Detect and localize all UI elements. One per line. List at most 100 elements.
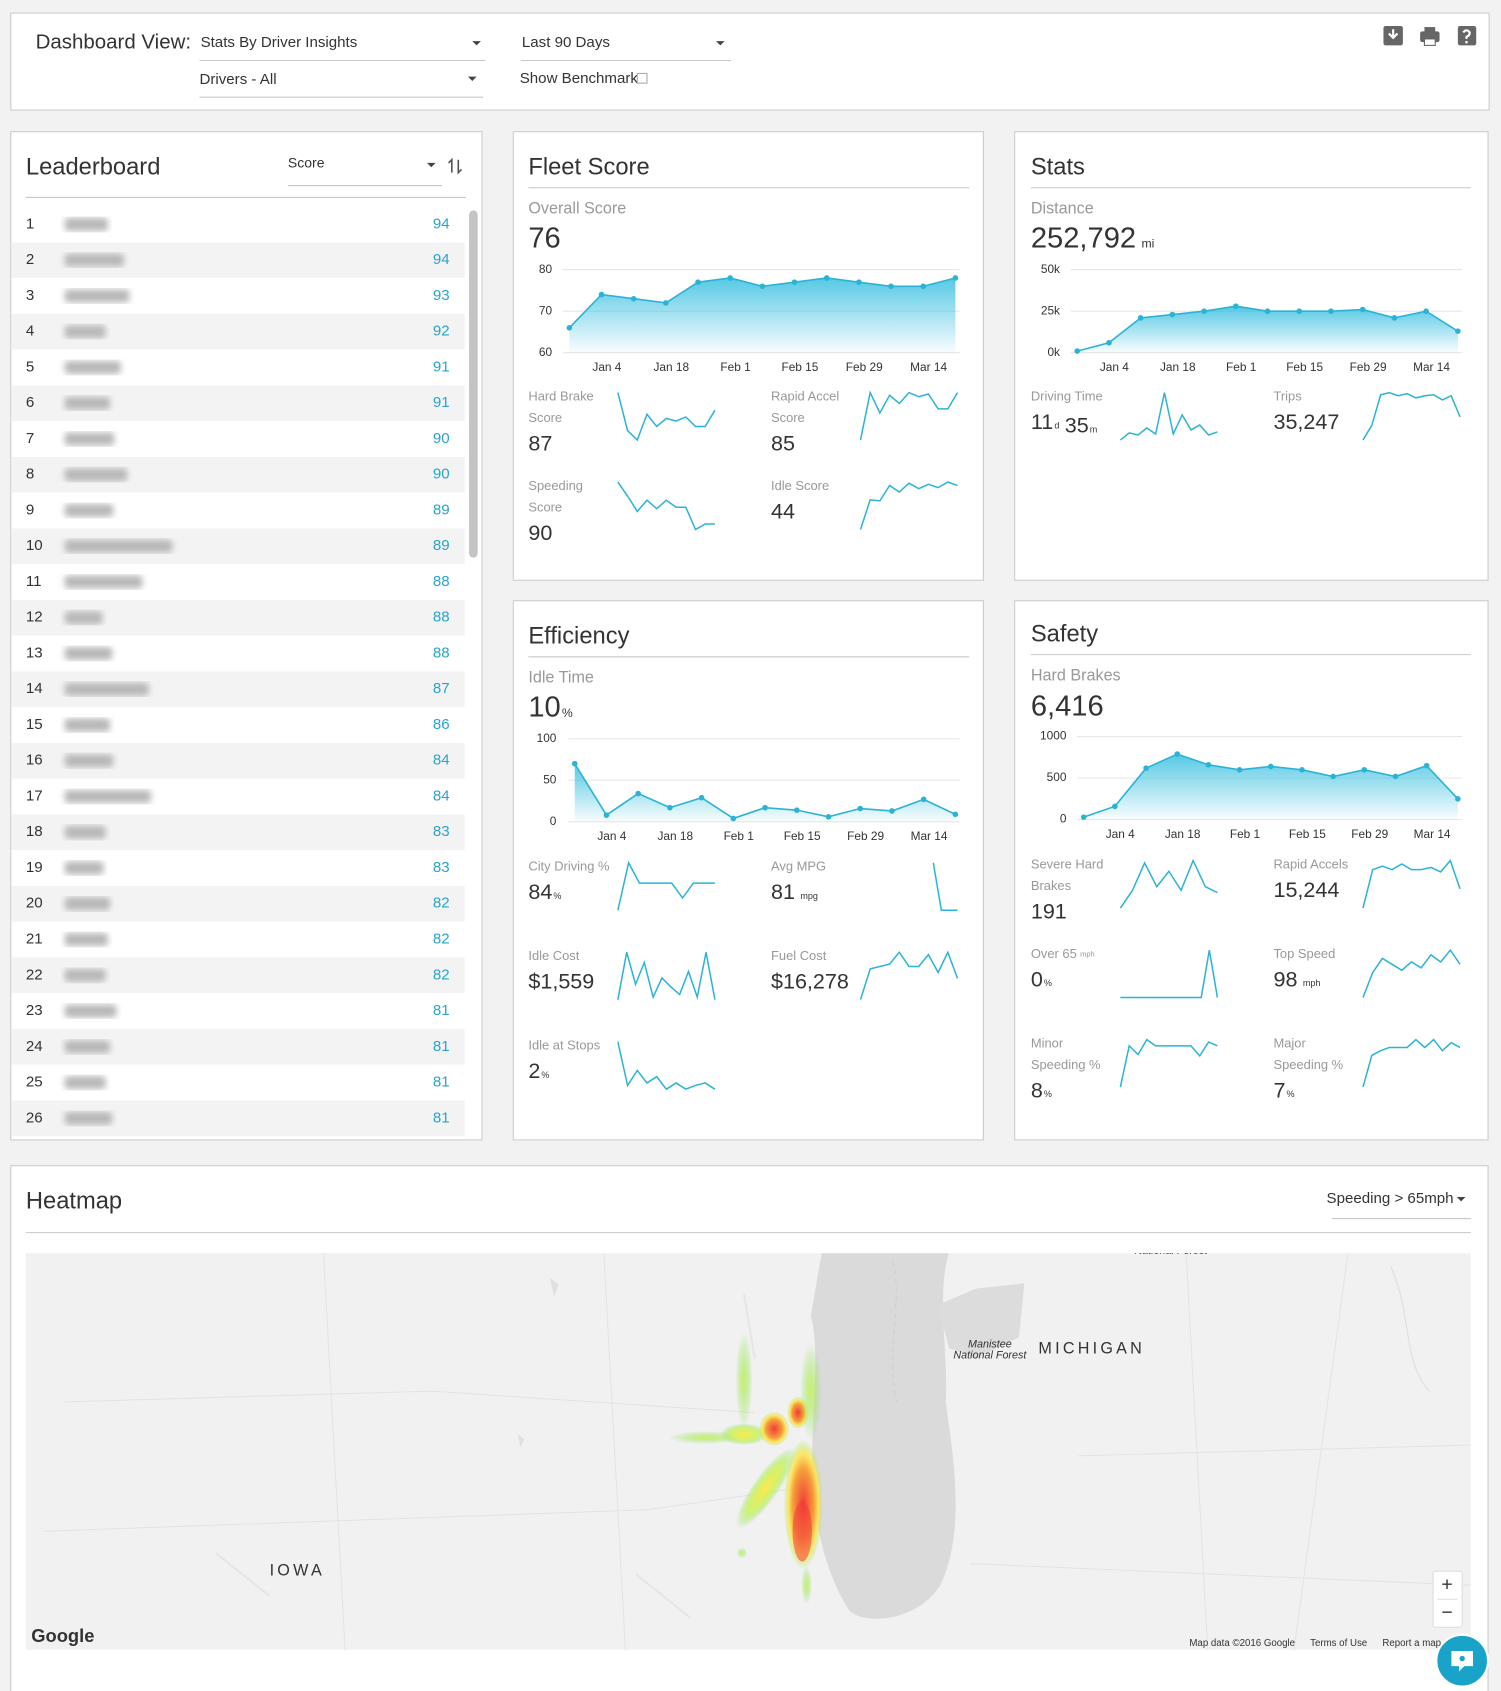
point (1423, 762, 1430, 769)
driver-name-blurred (64, 396, 110, 410)
drivers-select[interactable]: Drivers - All (199, 71, 276, 88)
score: 84 (433, 787, 450, 804)
value: 191 (1031, 898, 1067, 923)
driver-name-blurred (64, 289, 130, 303)
filter-bar (10, 12, 1490, 111)
point (1264, 308, 1271, 315)
dropdown-arrow[interactable] (715, 41, 725, 46)
benchmark-checkbox[interactable] (636, 72, 648, 84)
point (1233, 303, 1239, 310)
sort-select[interactable]: Score (288, 155, 325, 171)
sparkline (932, 862, 958, 911)
stats-panel (1014, 131, 1489, 581)
sub-metric-label: Minor (1031, 1035, 1064, 1050)
scrollbar[interactable] (469, 210, 478, 558)
metric-value: 35,247 (1273, 408, 1339, 433)
rank: 16 (26, 752, 43, 769)
dropdown-arrow[interactable] (1456, 1197, 1466, 1202)
sparkline (1362, 859, 1461, 909)
sub-metric-label: Score (528, 499, 562, 514)
x-tick-label: Feb 15 (1289, 827, 1326, 841)
y-tick-label: 1000 (1040, 729, 1067, 743)
zoom-out[interactable]: − (1441, 1601, 1452, 1623)
x-tick-label: Jan 4 (1100, 360, 1129, 374)
y-tick-label: 0k (1047, 345, 1060, 359)
period-select[interactable]: Last 90 Days (522, 34, 610, 51)
sparkline (617, 952, 716, 1001)
point (663, 300, 669, 306)
score: 81 (433, 1038, 450, 1055)
zoom-in[interactable]: + (1441, 1573, 1452, 1595)
rank: 14 (26, 680, 43, 697)
x-tick-label: Jan 4 (592, 360, 621, 374)
metric-value: $16,278 (771, 968, 849, 993)
score: 81 (433, 1074, 450, 1091)
rank: 6 (26, 394, 34, 411)
dropdown-arrow[interactable] (467, 76, 477, 81)
point (1236, 766, 1243, 773)
rank: 12 (26, 609, 43, 626)
sparkline (617, 481, 715, 531)
driver-name-blurred (64, 968, 106, 982)
dropdown-arrow[interactable] (427, 162, 436, 168)
unit: % (1044, 1090, 1052, 1100)
point (952, 811, 959, 818)
sort-direction[interactable] (448, 157, 463, 175)
sub-metric-label: Avg MPG (771, 858, 826, 873)
point (1296, 308, 1303, 315)
rank: 2 (26, 251, 34, 268)
sub-metric-label: Score (771, 410, 805, 425)
unit: % (541, 1070, 549, 1080)
x-tick-label: Feb 29 (846, 360, 883, 374)
value: 98 (1273, 966, 1297, 991)
driver-name-blurred (64, 575, 143, 589)
rank: 5 (26, 358, 34, 375)
area (569, 277, 956, 353)
point (635, 790, 641, 797)
download-icon[interactable] (1383, 25, 1403, 46)
score: 87 (433, 680, 450, 697)
point (1174, 751, 1181, 757)
map[interactable]: MICHIGAN IOWA Manistee National Forest N… (25, 1245, 1471, 1650)
dropdown-arrow[interactable] (472, 41, 481, 46)
map-attribution: Map data ©2016 Google (1189, 1638, 1295, 1649)
point (952, 275, 959, 281)
point (791, 279, 798, 285)
rank: 25 (26, 1074, 43, 1091)
driver-name-blurred (64, 539, 173, 553)
driver-name-blurred (64, 325, 106, 339)
value: 76 (528, 222, 560, 254)
driver-name-blurred (64, 360, 121, 374)
value: 35 (1065, 412, 1089, 437)
driver-name-blurred (64, 468, 128, 482)
sparkline (617, 392, 716, 442)
metric-value: 11d 35m (1031, 408, 1097, 437)
score: 84 (433, 752, 450, 769)
x-tick-label: Jan 18 (653, 360, 689, 374)
chat-button[interactable] (1435, 1633, 1490, 1688)
sparkline (617, 860, 715, 911)
map-terms[interactable]: Terms of Use (1310, 1638, 1367, 1649)
sparkline (1119, 392, 1218, 441)
score: 81 (433, 1002, 450, 1019)
point (1169, 311, 1176, 318)
help-icon[interactable] (1457, 25, 1477, 46)
value: $16,278 (771, 968, 849, 993)
metric-value: 8% (1031, 1077, 1052, 1102)
view-select[interactable]: Stats By Driver Insights (201, 34, 358, 51)
x-tick-label: Jan 18 (1165, 827, 1201, 841)
rank: 3 (26, 287, 34, 304)
point (571, 760, 578, 767)
point (1455, 328, 1461, 334)
point (1361, 766, 1368, 773)
heatmap-filter[interactable]: Speeding > 65mph (1327, 1190, 1454, 1207)
driver-name-blurred (64, 825, 106, 839)
print-icon[interactable] (1420, 27, 1440, 46)
score: 93 (433, 287, 450, 304)
map-report[interactable]: Report a map error (1382, 1638, 1465, 1649)
value: 10 (528, 691, 560, 723)
dashboard-label: Dashboard View: (36, 31, 192, 54)
score: 89 (433, 537, 450, 554)
metric-label: Idle Time (528, 669, 594, 687)
point (1080, 814, 1087, 820)
